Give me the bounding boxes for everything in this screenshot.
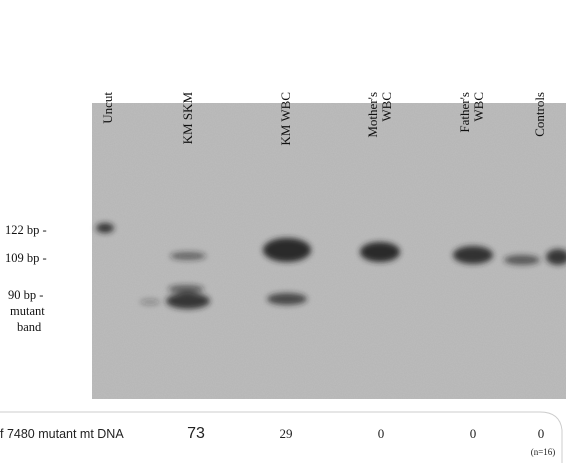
band-label: mutant [10,304,45,318]
lane-label: WBC [379,92,394,122]
band-label: 122 bp - [5,223,47,237]
lane-label: KM WBC [278,92,293,146]
lane-label: Father's [457,92,472,133]
band-label: 109 bp - [5,251,47,265]
row-border [0,411,563,463]
lane-label: KM SKM [180,92,195,145]
row-value: 29 [280,426,293,441]
row-value: 0 [378,426,385,441]
gel [92,103,566,399]
lane-label: Controls [532,92,547,137]
lane-label: WBC [471,92,486,122]
lane-label: Uncut [100,92,115,124]
band-label: 90 bp - [8,288,43,302]
row-value: 0 [538,426,545,441]
lane-label: Mother's [365,92,380,138]
row-value: 73 [187,425,205,442]
row-value: 0 [470,426,477,441]
row-label: f 7480 mutant mt DNA [0,427,124,441]
row-note: (n=16) [531,447,556,457]
band-label: band [17,320,42,334]
